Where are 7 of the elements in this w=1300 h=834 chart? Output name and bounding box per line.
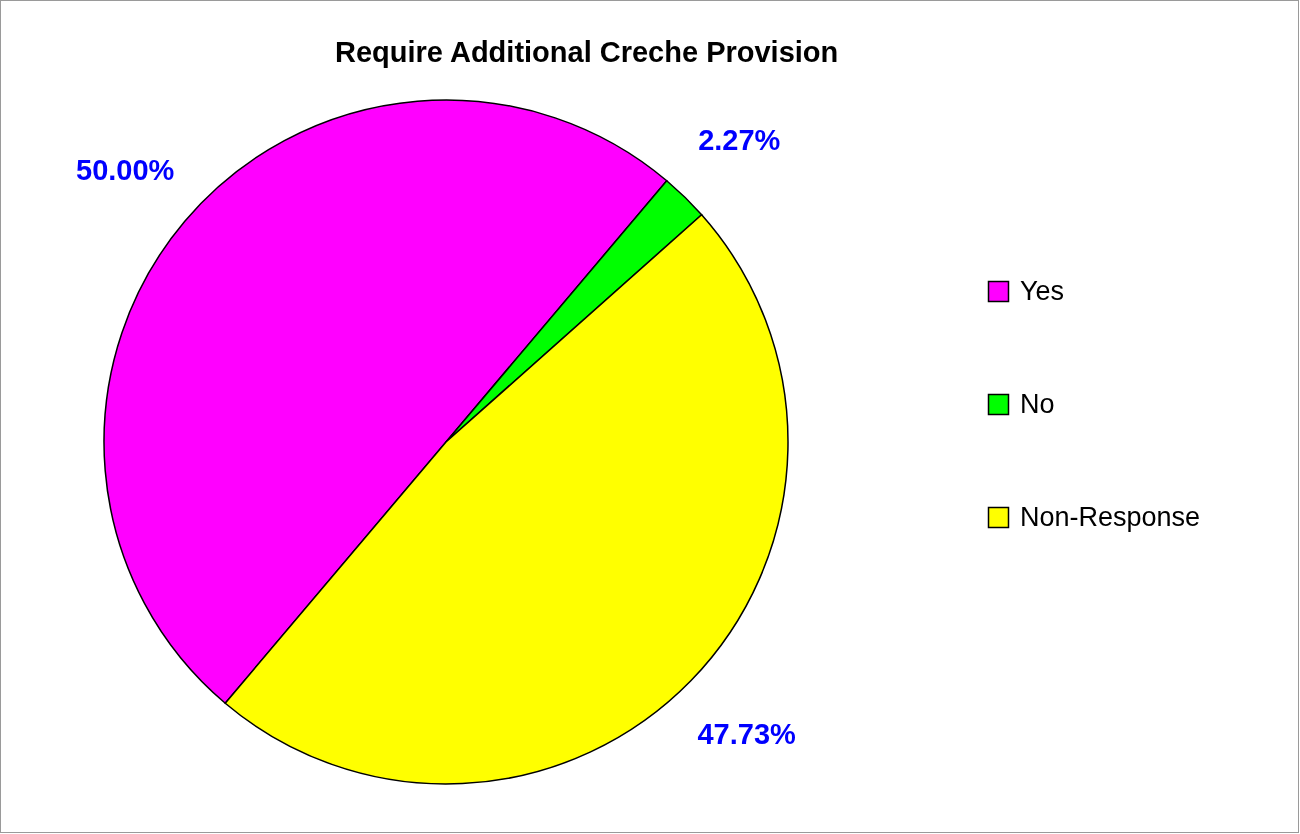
data-label: 2.27% <box>698 124 781 157</box>
legend-label: Non-Response <box>1020 501 1201 532</box>
legend-label: No <box>1020 388 1055 419</box>
legend-label: Yes <box>1020 275 1065 306</box>
data-label: 50.00% <box>76 153 175 186</box>
data-label: 47.73% <box>697 718 797 751</box>
chart-title: Require Additional Creche Provision <box>335 36 839 68</box>
